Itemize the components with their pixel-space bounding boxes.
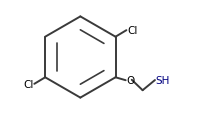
Text: SH: SH: [156, 75, 170, 85]
Text: O: O: [127, 75, 135, 85]
Text: Cl: Cl: [127, 26, 138, 36]
Text: Cl: Cl: [23, 79, 34, 89]
